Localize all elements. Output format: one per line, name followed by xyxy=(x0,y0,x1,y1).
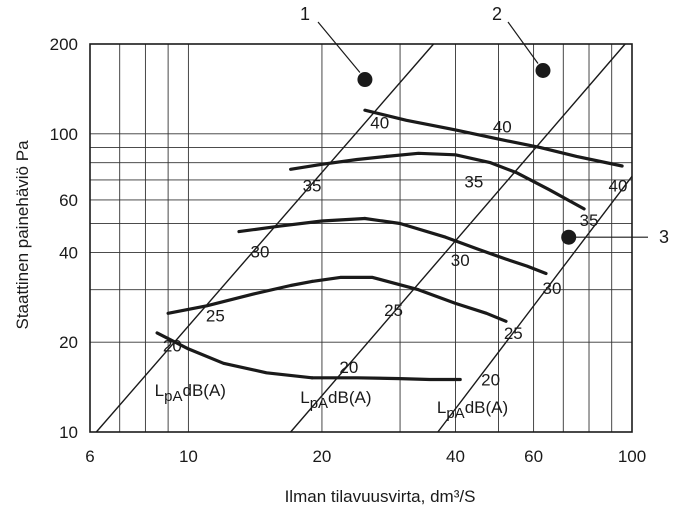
x-tick-label: 6 xyxy=(85,447,94,466)
curve-40 xyxy=(496,137,624,168)
curve-40 xyxy=(363,108,501,141)
callout-number: 2 xyxy=(492,4,502,24)
curve-label: 40 xyxy=(493,117,512,136)
curve-20 xyxy=(310,376,462,382)
y-tick-label: 10 xyxy=(59,423,78,442)
callout-number: 1 xyxy=(300,4,310,24)
curve-label: 35 xyxy=(303,177,322,196)
x-tick-label: 40 xyxy=(446,447,465,466)
curve-35 xyxy=(385,151,586,211)
curve-30 xyxy=(363,216,548,276)
unit-labels: LpAdB(A) LpAdB(A) LpAdB(A) xyxy=(155,381,508,422)
curve-labels: 40 40 40 35 35 35 30 30 30 25 25 25 20 20 20 xyxy=(163,114,628,390)
callout-leader-1 xyxy=(317,21,361,73)
curve-label: 20 xyxy=(481,371,500,390)
noise-curves xyxy=(155,108,624,382)
x-tick-label: 10 xyxy=(179,447,198,466)
callouts: 1 2 3 xyxy=(300,4,669,247)
curve-label: 20 xyxy=(163,337,182,356)
x-tick-label: 100 xyxy=(618,447,646,466)
curve-30 xyxy=(237,216,367,234)
y-axis-label: Staattinen painehäviö Pa xyxy=(13,140,32,330)
curve-label: 25 xyxy=(504,324,523,343)
callout-leader-2 xyxy=(507,21,539,64)
grid-lines xyxy=(89,43,633,433)
curve-label: 40 xyxy=(609,177,628,196)
y-tick-label: 20 xyxy=(59,333,78,352)
size-line-3 xyxy=(437,175,633,433)
y-tick-label: 200 xyxy=(50,35,78,54)
curve-label: 25 xyxy=(206,306,225,325)
curve-35 xyxy=(289,154,389,171)
curve-25 xyxy=(166,279,314,315)
y-tick-label: 40 xyxy=(59,243,78,262)
unit-label: LpAdB(A) xyxy=(155,381,226,405)
size-line-2 xyxy=(290,43,626,433)
size-line-1 xyxy=(95,43,435,433)
x-tick-label: 60 xyxy=(524,447,543,466)
curve-label: 40 xyxy=(370,114,389,133)
curve-label: 20 xyxy=(339,358,358,377)
curve-label: 30 xyxy=(451,251,470,270)
size-lines xyxy=(95,43,633,433)
curve-label: 35 xyxy=(464,173,483,192)
callout-dot-3 xyxy=(561,229,577,245)
curve-label: 30 xyxy=(251,242,270,261)
unit-label: LpAdB(A) xyxy=(437,398,508,422)
curve-25 xyxy=(310,275,508,323)
curve-label: 35 xyxy=(580,211,599,230)
callout-dot-2 xyxy=(535,62,551,78)
x-tick-label: 20 xyxy=(312,447,331,466)
curve-20 xyxy=(155,331,314,380)
curve-label: 30 xyxy=(542,279,561,298)
callout-number: 3 xyxy=(659,227,669,247)
x-axis-label: Ilman tilavuusvirta, dm³/S xyxy=(285,487,476,506)
unit-label: LpAdB(A) xyxy=(300,388,371,412)
y-tick-label: 60 xyxy=(59,191,78,210)
y-tick-label: 100 xyxy=(50,125,78,144)
callout-dot-1 xyxy=(357,72,373,88)
plot-frame-border xyxy=(89,43,633,433)
tick-labels: 6 10 20 40 60 100 10 20 40 60 100 200 xyxy=(50,35,647,466)
curve-label: 25 xyxy=(384,301,403,320)
plot-frame xyxy=(89,43,633,433)
